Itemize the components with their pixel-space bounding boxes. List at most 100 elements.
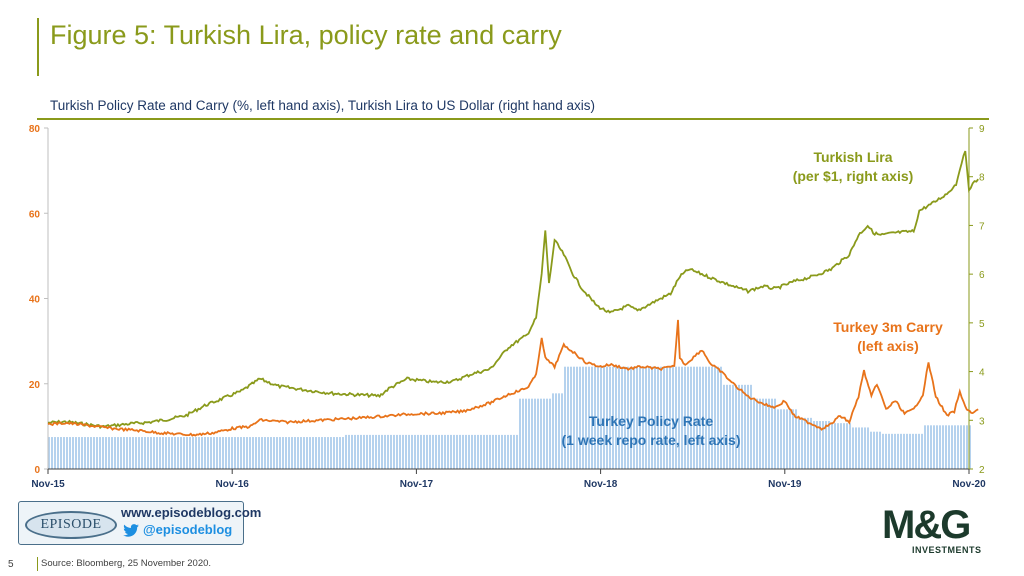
policy-rate-bar xyxy=(507,434,509,469)
policy-rate-bar xyxy=(900,433,902,469)
policy-rate-bar xyxy=(477,434,479,469)
policy-rate-bar xyxy=(429,434,431,469)
policy-rate-bar xyxy=(165,437,167,469)
policy-rate-bar xyxy=(822,421,824,469)
policy-rate-bar xyxy=(297,437,299,469)
policy-rate-bar xyxy=(249,437,251,469)
policy-rate-bar xyxy=(795,409,797,469)
x-axis-tick-label: Nov-20 xyxy=(952,479,986,490)
policy-rate-bar xyxy=(705,366,707,469)
right-axis-tick-label: 9 xyxy=(979,124,985,135)
policy-rate-bar xyxy=(81,437,83,469)
policy-rate-bar xyxy=(915,433,917,469)
left-axis-tick-label: 40 xyxy=(29,295,41,306)
policy-rate-bar xyxy=(597,366,599,469)
policy-rate-bar xyxy=(876,431,878,469)
policy-rate-bar xyxy=(360,434,362,469)
title-accent-bar xyxy=(37,18,39,76)
policy-rate-bar xyxy=(717,366,719,469)
policy-rate-bar xyxy=(963,425,965,469)
policy-rate-bar xyxy=(396,434,398,469)
carry-line xyxy=(47,319,979,437)
policy-rate-bar xyxy=(909,433,911,469)
policy-rate-bar xyxy=(309,437,311,469)
policy-rate-bar xyxy=(690,366,692,469)
policy-rate-bar xyxy=(936,425,938,469)
policy-rate-bar xyxy=(954,425,956,469)
policy-rate-bar xyxy=(141,437,143,469)
right-axis-tick-label: 5 xyxy=(979,319,985,330)
policy-rate-bar xyxy=(459,434,461,469)
policy-rate-bar xyxy=(741,384,743,469)
policy-rate-bar xyxy=(951,425,953,469)
policy-rate-bar xyxy=(162,437,164,469)
policy-rate-bar xyxy=(270,437,272,469)
policy-rate-bar xyxy=(303,437,305,469)
policy-rate-bar xyxy=(105,437,107,469)
policy-rate-bar xyxy=(336,437,338,469)
policy-rate-bar xyxy=(279,437,281,469)
policy-rate-bar xyxy=(720,366,722,469)
episode-blog-badge[interactable]: EPISODE www.episodeblog.com @episodeblog xyxy=(18,501,261,545)
policy-rate-bar xyxy=(747,384,749,469)
policy-rate-bar xyxy=(714,366,716,469)
policy-rate-bar xyxy=(825,421,827,469)
policy-rate-bar xyxy=(957,425,959,469)
blog-twitter-handle[interactable]: @episodeblog xyxy=(143,522,233,537)
policy-rate-bar xyxy=(435,434,437,469)
policy-rate-bar xyxy=(942,425,944,469)
policy-rate-bar xyxy=(153,437,155,469)
policy-rate-bar xyxy=(483,434,485,469)
policy-rate-bar xyxy=(261,437,263,469)
policy-rate-bar xyxy=(126,437,128,469)
policy-rate-bar xyxy=(501,434,503,469)
policy-rate-bar xyxy=(447,434,449,469)
x-axis-tick-label: Nov-17 xyxy=(400,479,434,490)
policy-rate-bar xyxy=(120,437,122,469)
policy-rate-bar xyxy=(660,366,662,469)
policy-rate-bar xyxy=(711,366,713,469)
policy-rate-bar xyxy=(267,437,269,469)
policy-rate-bar xyxy=(648,366,650,469)
policy-rate-bar xyxy=(225,437,227,469)
policy-rate-bar xyxy=(90,437,92,469)
policy-rate-bar xyxy=(177,437,179,469)
policy-rate-bar xyxy=(318,437,320,469)
policy-rate-bar xyxy=(504,434,506,469)
policy-annotation-label: (1 week repo rate, left axis) xyxy=(562,432,741,448)
policy-rate-bar xyxy=(213,437,215,469)
policy-rate-bar xyxy=(627,366,629,469)
policy-rate-bar xyxy=(891,433,893,469)
policy-rate-bar xyxy=(333,437,335,469)
policy-rate-bar xyxy=(621,366,623,469)
policy-rate-bar xyxy=(543,398,545,469)
policy-rate-bar xyxy=(849,423,851,469)
source-accent-bar xyxy=(37,557,38,571)
policy-rate-bar xyxy=(927,425,929,469)
policy-rate-bar xyxy=(417,434,419,469)
policy-rate-bar xyxy=(666,366,668,469)
policy-rate-bar xyxy=(726,384,728,469)
policy-rate-bar xyxy=(774,398,776,469)
blog-url-link[interactable]: www.episodeblog.com xyxy=(121,505,262,520)
policy-rate-bar xyxy=(147,437,149,469)
policy-rate-bar xyxy=(450,434,452,469)
policy-rate-bar xyxy=(198,437,200,469)
policy-rate-bar xyxy=(618,366,620,469)
page-title: Figure 5: Turkish Lira, policy rate and … xyxy=(50,20,562,50)
policy-rate-bar xyxy=(180,437,182,469)
twitter-icon xyxy=(123,524,139,537)
policy-rate-bar xyxy=(549,398,551,469)
policy-rate-bar xyxy=(615,366,617,469)
left-axis-tick-label: 80 xyxy=(29,124,41,135)
right-axis-tick-label: 4 xyxy=(979,368,985,379)
policy-rate-bar xyxy=(243,437,245,469)
policy-rate-bar xyxy=(753,398,755,469)
policy-rate-bar xyxy=(384,434,386,469)
policy-rate-bar xyxy=(408,434,410,469)
policy-rate-bar xyxy=(651,366,653,469)
policy-rate-bar xyxy=(609,366,611,469)
policy-rate-bar xyxy=(354,434,356,469)
policy-rate-bar xyxy=(630,366,632,469)
policy-rate-bar xyxy=(66,437,68,469)
